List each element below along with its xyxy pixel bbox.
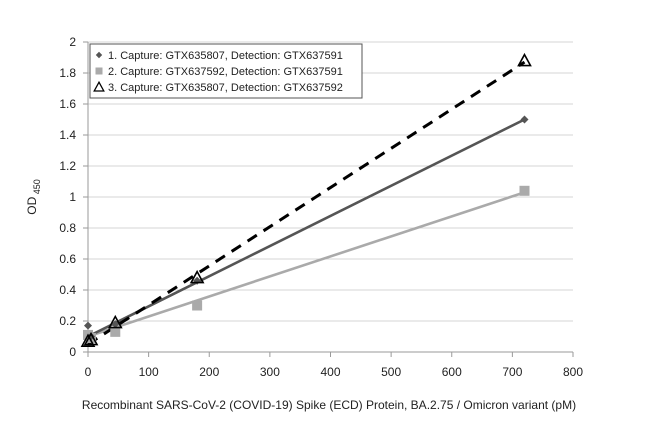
y-tick-label: 0: [69, 345, 76, 359]
y-tick-label: 1.2: [59, 159, 76, 173]
y-tick-label: 1.8: [59, 66, 76, 80]
series-2-line: [87, 191, 525, 338]
x-tick-label: 400: [320, 365, 340, 379]
legend-marker-3: [93, 80, 105, 92]
series-1-line: [87, 118, 526, 338]
x-tick-label: 700: [502, 365, 522, 379]
x-axis-title: Recombinant SARS-CoV-2 (COVID-19) Spike …: [82, 398, 576, 412]
legend-entry-1: 1. Capture: GTX635807, Detection: GTX637…: [108, 50, 343, 62]
x-tick-label: 500: [381, 365, 401, 379]
y-axis-title-subscript: 450: [32, 179, 42, 197]
y-tick-label: 2: [69, 35, 76, 49]
y-axis-title: OD 450: [25, 179, 42, 215]
x-tick-label: 300: [260, 365, 280, 379]
series-2-point: [110, 326, 121, 337]
series-1-point: [84, 321, 92, 330]
y-tick-label: 1.4: [59, 128, 76, 142]
y-tick-label: 1.6: [59, 97, 76, 111]
legend-entry-3: 3. Capture: GTX635807, Detection: GTX637…: [108, 82, 343, 94]
y-tick-label: 0.6: [59, 252, 76, 266]
legend-marker-1: [95, 51, 103, 59]
legend-entry-2: 2. Capture: GTX637592, Detection: GTX637…: [108, 66, 343, 78]
series-3-point: [83, 331, 99, 346]
series-3-point: [80, 333, 96, 347]
x-tick-label: 600: [442, 365, 462, 379]
x-tick-label: 100: [139, 365, 159, 379]
x-tick-label: 800: [563, 365, 583, 379]
y-tick-label: 0.2: [59, 314, 76, 328]
y-axis-title-main: OD: [25, 196, 39, 214]
series-3-point: [107, 314, 123, 329]
y-tick-label: 1: [69, 190, 76, 204]
series-1-point: [520, 115, 529, 124]
series-3-point: [189, 269, 205, 284]
series-3-line: [87, 60, 526, 346]
series-2-point: [192, 300, 203, 311]
series-3-point: [517, 52, 532, 67]
x-tick-label: 0: [85, 365, 92, 379]
legend-box: [89, 43, 363, 99]
legend-marker-2: [95, 67, 103, 75]
y-tick-label: 0.8: [59, 221, 76, 235]
series-1-point: [111, 320, 120, 329]
y-tick-label: 0.4: [59, 283, 76, 297]
series-2-point: [519, 185, 530, 196]
x-tick-label: 200: [199, 365, 219, 379]
